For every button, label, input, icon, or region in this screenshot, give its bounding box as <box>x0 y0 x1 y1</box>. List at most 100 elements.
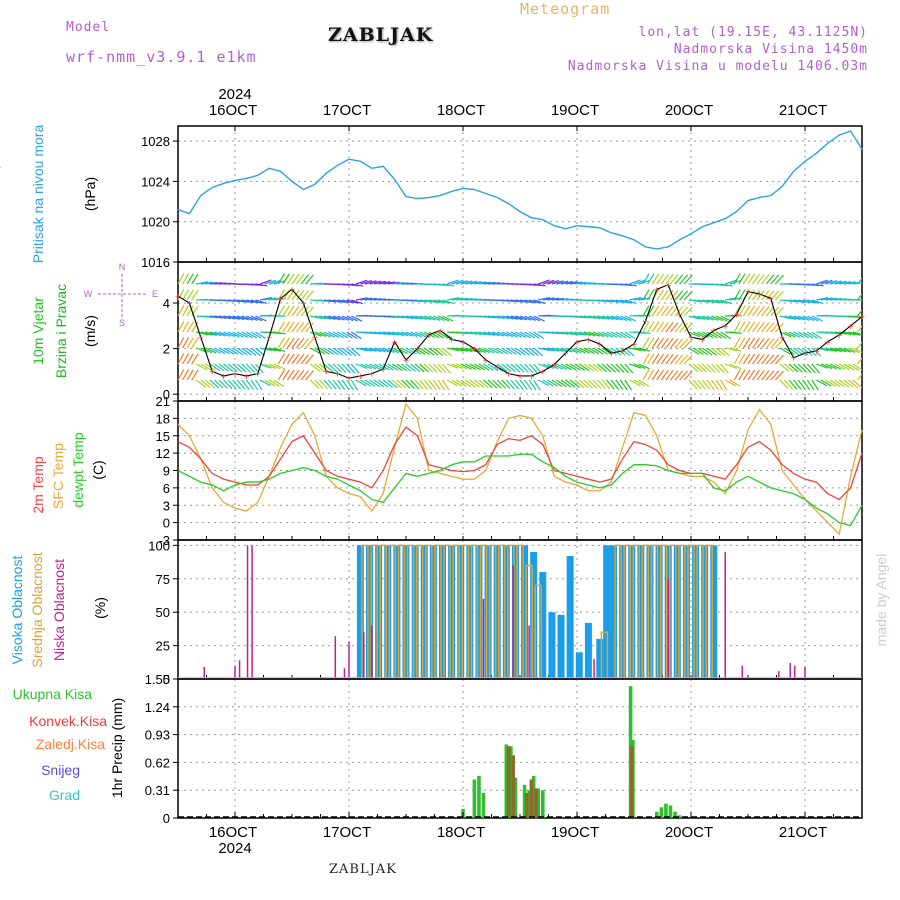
pressure-point <box>656 248 658 250</box>
wind-barb <box>583 347 595 355</box>
wind-barb <box>309 363 321 372</box>
wind-barb <box>437 315 450 322</box>
wind-barb <box>847 379 859 389</box>
wind-barb <box>277 289 286 301</box>
high-cloud-bar <box>484 545 492 679</box>
wind-barb <box>178 353 185 365</box>
pressure-point <box>0 166 1 168</box>
wind-barb <box>214 379 224 389</box>
low-cloud-bar <box>778 670 780 679</box>
high-cloud-bar <box>402 545 410 679</box>
panel-frame <box>177 678 863 819</box>
wind-barb <box>282 353 290 365</box>
y-tick-label: -3 <box>158 533 170 548</box>
wind-barb <box>455 347 468 352</box>
temp2m-ylabel: 2m Temp <box>30 456 46 514</box>
wind-barb <box>282 305 290 317</box>
wind-barb <box>405 331 418 337</box>
wind-barb <box>209 331 222 337</box>
low-cloud-bar <box>512 565 514 679</box>
wind-barb <box>259 363 272 369</box>
wind-barb <box>651 305 660 317</box>
wind-barb <box>200 331 213 336</box>
wind-barb <box>296 370 305 381</box>
pressure-point <box>211 186 213 189</box>
model-elevation-text: Nadmorska Visina u modelu 1406.03m <box>567 59 868 74</box>
wind-barb <box>756 289 765 301</box>
wind-barb <box>442 299 455 305</box>
wind-barb <box>747 273 756 285</box>
wind-speed-marker: + <box>300 299 306 310</box>
wind-barb <box>350 331 362 340</box>
stratiform-precip-bar <box>529 779 534 818</box>
wind-barb <box>565 379 576 388</box>
pressure-point <box>496 196 498 199</box>
pressure-point <box>530 217 533 219</box>
wind-barb <box>269 347 281 352</box>
wind-barb <box>501 363 512 372</box>
y-tick-label: 12 <box>156 446 170 461</box>
low-cloud-bar <box>363 632 365 679</box>
wind-barb <box>856 341 862 349</box>
wind-barb <box>465 363 477 370</box>
sfc-temp-line <box>177 402 863 536</box>
wind-barb <box>756 321 765 333</box>
wind-barb <box>629 379 641 387</box>
wind-barb <box>515 347 526 356</box>
wind-barb <box>683 338 693 349</box>
y-tick-label: 9 <box>163 464 170 479</box>
wind-barb <box>861 347 862 348</box>
y-tick-label: 50 <box>156 605 170 620</box>
wind-barb <box>419 331 431 338</box>
wind-barb <box>797 379 806 390</box>
wind-barb <box>296 290 305 301</box>
wind-barb <box>720 363 729 374</box>
wind-barb <box>433 331 445 339</box>
pressure-point <box>610 232 612 234</box>
wind-barb <box>483 379 494 389</box>
wind-barb <box>410 363 421 373</box>
pressure-point <box>234 179 236 181</box>
wind-barb <box>350 379 359 391</box>
wind-barb <box>391 379 402 389</box>
wind-barb <box>665 370 674 381</box>
wind-barb <box>437 331 449 339</box>
wind-barb <box>519 331 531 339</box>
wind-speed-marker: + <box>221 372 227 383</box>
dewpt-line <box>177 453 863 527</box>
wind-barb <box>332 315 345 321</box>
wind-barb <box>209 363 221 372</box>
wind-barb <box>592 347 604 355</box>
wind-barb <box>592 315 605 320</box>
wind-speed-marker: + <box>711 326 717 337</box>
wind-barb <box>487 331 500 337</box>
wind-barb <box>784 331 796 338</box>
wind-barb <box>414 315 427 320</box>
wind-barb <box>392 331 404 337</box>
wind-barb <box>793 315 806 321</box>
wind-barb <box>323 363 334 373</box>
wind-barb <box>364 379 376 387</box>
pressure-point <box>838 134 840 136</box>
wind-barb <box>241 363 251 373</box>
wind-barb <box>765 370 775 381</box>
wind-barb <box>351 299 363 305</box>
y-tick-label: 75 <box>156 572 170 587</box>
wind-speed-marker: + <box>198 333 204 344</box>
wind-barb <box>387 347 399 354</box>
wind-barb <box>542 363 555 370</box>
wind-barb <box>205 331 218 336</box>
wind-barb <box>761 354 770 365</box>
wind-barb <box>178 273 185 285</box>
wind-barb <box>328 379 337 390</box>
watermark: made by Angel <box>873 554 889 647</box>
wind-barb <box>355 363 368 369</box>
wind-barb <box>774 306 784 317</box>
wind-barb <box>560 280 573 285</box>
wind-barb <box>196 281 209 285</box>
wind-barb <box>765 338 775 349</box>
wind-barb <box>200 347 213 354</box>
wind-barb <box>515 331 527 338</box>
wind-barb <box>583 363 594 372</box>
wind-barb <box>569 363 581 371</box>
